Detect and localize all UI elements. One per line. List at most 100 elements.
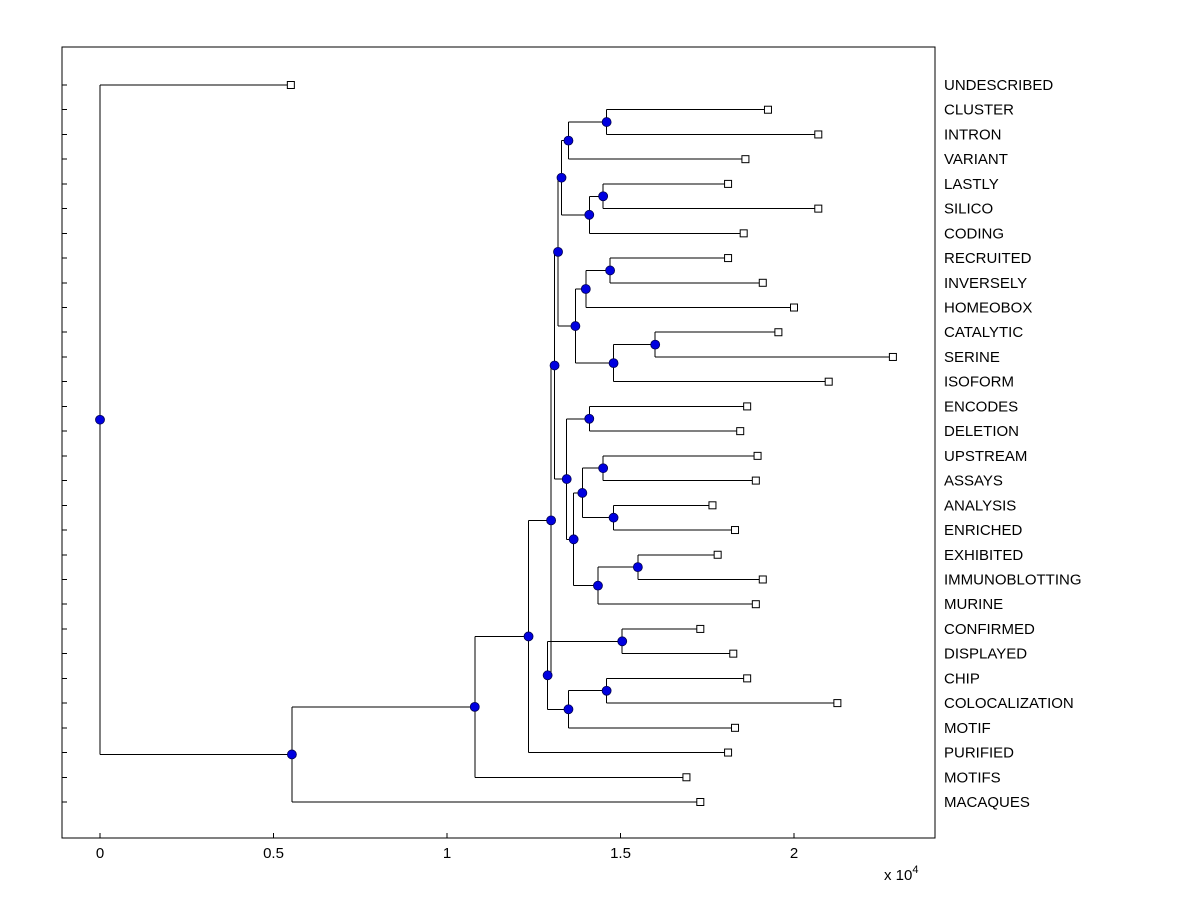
leaf-tip-marker <box>731 526 740 535</box>
leaf-tip-marker <box>824 377 833 386</box>
leaf-label: EXHIBITED <box>944 547 1023 564</box>
leaf-tip-marker <box>763 105 772 114</box>
leaf-tip-marker <box>758 575 767 584</box>
branch-lines <box>99 84 893 803</box>
leaf-tip-marker <box>751 600 760 609</box>
internal-node-marker <box>523 631 534 642</box>
leaf-tip-marker <box>758 278 767 287</box>
internal-node-marker <box>95 414 105 425</box>
internal-node-marker <box>605 265 615 276</box>
leaf-label: RECRUITED <box>944 250 1032 267</box>
internal-node-marker <box>563 135 574 146</box>
leaf-label: CHIP <box>944 670 980 687</box>
internal-node-marker <box>601 685 612 696</box>
x-tick-label: 2 <box>790 845 798 862</box>
leaf-label: INTRON <box>944 126 1002 143</box>
internal-node-marker <box>553 246 563 257</box>
leaf-label: CATALYTIC <box>944 324 1023 341</box>
tip-markers <box>286 81 897 806</box>
leaf-tip-marker <box>814 204 823 213</box>
leaf-tip-marker <box>696 797 705 806</box>
leaf-label: CODING <box>944 225 1004 242</box>
internal-node-marker <box>601 117 612 127</box>
leaf-label: ENRICHED <box>944 522 1023 539</box>
leaf-tip-marker <box>774 328 783 337</box>
leaf-label: SILICO <box>944 201 993 218</box>
internal-node-marker <box>650 339 661 350</box>
axes-box <box>61 46 936 839</box>
leaf-label: PURIFIED <box>944 745 1014 762</box>
leaf-label: MURINE <box>944 596 1003 613</box>
internal-node-marker <box>570 321 581 331</box>
leaf-tip-marker <box>753 451 762 460</box>
leaf-tip-marker <box>286 81 295 89</box>
leaf-label: CONFIRMED <box>944 621 1035 638</box>
internal-node-marker <box>617 636 628 647</box>
leaf-label: DELETION <box>944 423 1019 440</box>
axes <box>61 46 936 839</box>
internal-node-marker <box>584 413 595 424</box>
x-tick-label: 1 <box>443 845 451 862</box>
internal-node-marker <box>549 360 560 371</box>
internal-node-marker <box>568 534 579 545</box>
node-markers <box>95 117 661 760</box>
internal-node-marker <box>561 474 572 484</box>
x-tick-label: 0.5 <box>263 845 284 862</box>
leaf-label: ANALYSIS <box>944 497 1016 514</box>
leaf-tip-marker <box>739 229 748 238</box>
leaf-tip-marker <box>731 723 740 732</box>
leaf-label: MOTIFS <box>944 769 1001 786</box>
internal-node-marker <box>598 463 609 474</box>
leaf-tip-marker <box>682 773 691 782</box>
x-tick-label: 0 <box>96 845 104 862</box>
leaf-tip-marker <box>729 649 738 658</box>
internal-node-marker <box>556 172 567 183</box>
leaf-label: ISOFORM <box>944 374 1014 391</box>
internal-node-marker <box>593 580 603 591</box>
leaf-label: MACAQUES <box>944 794 1030 811</box>
leaf-tip-marker <box>713 550 722 559</box>
leaf-label: SERINE <box>944 349 1000 366</box>
leaf-label: DISPLAYED <box>944 646 1027 663</box>
leaf-label: LASTLY <box>944 176 999 193</box>
leaf-tip-marker <box>724 748 733 757</box>
x-tick-label: 1.5 <box>610 845 631 862</box>
internal-node-marker <box>542 670 553 681</box>
x-axis-multiplier: x 104 <box>884 864 918 884</box>
leaf-label: UNDESCRIBED <box>944 77 1053 94</box>
leaf-label: COLOCALIZATION <box>944 695 1074 712</box>
leaf-label: CLUSTER <box>944 102 1014 119</box>
leaf-tip-marker <box>741 155 750 164</box>
leaf-tip-marker <box>790 303 798 312</box>
internal-node-marker <box>546 515 556 526</box>
leaf-label: ENCODES <box>944 398 1018 415</box>
leaf-label: INVERSELY <box>944 275 1027 292</box>
leaf-tip-marker <box>751 476 760 485</box>
labels: 0 0.5 1 1.5 2 UNDESCRIBED CLUSTER INTRON VARIANT… <box>96 77 1082 884</box>
leaf-tip-marker <box>736 427 745 436</box>
leaf-label: HOMEOBOX <box>944 300 1032 317</box>
leaf-tip-marker <box>833 699 842 708</box>
leaf-tip-marker <box>743 674 752 683</box>
internal-node-marker <box>469 701 480 712</box>
leaf-label: VARIANT <box>944 151 1008 168</box>
leaf-label: MOTIF <box>944 720 991 737</box>
leaf-tip-marker <box>743 402 752 411</box>
leaf-tip-marker <box>724 254 733 263</box>
internal-node-marker <box>563 704 574 715</box>
internal-node-marker <box>584 209 595 220</box>
leaf-tip-marker <box>814 130 823 139</box>
leaf-label: ASSAYS <box>944 473 1003 490</box>
internal-node-marker <box>608 512 619 523</box>
leaf-tip-marker <box>724 179 733 188</box>
internal-node-marker <box>608 358 619 369</box>
internal-node-marker <box>286 749 297 760</box>
leaf-tip-marker <box>696 624 705 633</box>
internal-node-marker <box>598 191 609 202</box>
leaf-tip-marker <box>888 352 897 361</box>
internal-node-marker <box>632 562 643 573</box>
leaf-label: UPSTREAM <box>944 448 1027 465</box>
internal-node-marker <box>580 284 591 294</box>
